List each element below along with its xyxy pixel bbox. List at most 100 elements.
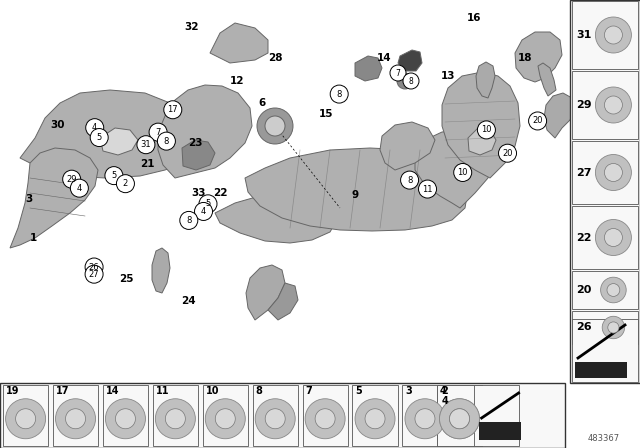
- Text: 1: 1: [29, 233, 37, 243]
- Text: 3: 3: [405, 386, 412, 396]
- Circle shape: [15, 409, 36, 429]
- Bar: [103, 385, 148, 446]
- Text: 4: 4: [440, 386, 447, 396]
- Polygon shape: [10, 148, 98, 248]
- Text: 15: 15: [319, 109, 333, 119]
- Circle shape: [149, 123, 167, 141]
- Circle shape: [365, 409, 385, 429]
- Text: 8: 8: [408, 77, 413, 86]
- Bar: [53, 385, 98, 446]
- Text: 2: 2: [442, 386, 448, 396]
- Bar: [353, 385, 397, 446]
- Text: 28: 28: [268, 53, 282, 63]
- Text: 26: 26: [576, 323, 591, 332]
- Text: 21: 21: [140, 159, 154, 168]
- Text: 7: 7: [396, 69, 401, 78]
- Circle shape: [477, 121, 495, 139]
- Text: 2: 2: [123, 179, 128, 188]
- Circle shape: [137, 136, 155, 154]
- Circle shape: [305, 399, 345, 439]
- Polygon shape: [215, 190, 338, 243]
- Text: 16: 16: [467, 13, 481, 23]
- Circle shape: [604, 96, 622, 114]
- Circle shape: [419, 180, 436, 198]
- Text: 483367: 483367: [588, 434, 620, 443]
- Text: 4: 4: [92, 123, 97, 132]
- Polygon shape: [246, 265, 285, 320]
- Text: 29: 29: [67, 175, 77, 184]
- Bar: [572, 206, 638, 269]
- Bar: [203, 385, 248, 446]
- Circle shape: [180, 211, 198, 229]
- Circle shape: [604, 228, 622, 246]
- Circle shape: [449, 409, 470, 429]
- Text: 11: 11: [156, 386, 169, 396]
- Circle shape: [608, 322, 619, 333]
- Text: 24: 24: [182, 296, 196, 306]
- Text: 5: 5: [111, 171, 116, 180]
- Text: 7: 7: [305, 386, 312, 396]
- Circle shape: [330, 85, 348, 103]
- Text: 8: 8: [255, 386, 262, 396]
- Text: 8: 8: [186, 216, 191, 225]
- Circle shape: [85, 265, 103, 283]
- Circle shape: [165, 409, 186, 429]
- Circle shape: [65, 409, 86, 429]
- Text: 11: 11: [422, 185, 433, 194]
- Circle shape: [440, 399, 479, 439]
- Text: 17: 17: [168, 105, 178, 114]
- Circle shape: [156, 399, 195, 439]
- Circle shape: [405, 399, 445, 439]
- Text: 8: 8: [164, 137, 169, 146]
- Circle shape: [499, 144, 516, 162]
- Text: 12: 12: [230, 76, 244, 86]
- Bar: [437, 385, 482, 446]
- Bar: [3, 385, 48, 446]
- Bar: [572, 271, 638, 309]
- Bar: [153, 385, 198, 446]
- Circle shape: [105, 167, 123, 185]
- Text: 27: 27: [89, 270, 99, 279]
- Bar: [479, 422, 520, 440]
- Polygon shape: [152, 248, 170, 293]
- Text: 19: 19: [6, 386, 19, 396]
- Circle shape: [397, 73, 413, 89]
- Circle shape: [106, 399, 145, 439]
- Text: 20: 20: [576, 285, 591, 295]
- Text: 4: 4: [201, 207, 206, 216]
- Circle shape: [70, 179, 88, 197]
- Polygon shape: [398, 50, 422, 71]
- Circle shape: [265, 116, 285, 136]
- Text: 6: 6: [259, 98, 266, 108]
- Circle shape: [607, 284, 620, 297]
- Bar: [437, 385, 482, 446]
- Bar: [575, 362, 627, 378]
- Text: 18: 18: [518, 53, 532, 63]
- Circle shape: [63, 170, 81, 188]
- Text: 32: 32: [185, 22, 199, 32]
- Polygon shape: [20, 90, 200, 178]
- Text: 10: 10: [458, 168, 468, 177]
- Circle shape: [602, 316, 625, 339]
- Polygon shape: [158, 85, 252, 178]
- Bar: [303, 385, 348, 446]
- Circle shape: [164, 101, 182, 119]
- Text: 9: 9: [351, 190, 359, 200]
- Text: 22: 22: [576, 233, 591, 242]
- Text: 8: 8: [407, 176, 412, 185]
- Polygon shape: [515, 32, 562, 82]
- Polygon shape: [544, 93, 575, 138]
- Polygon shape: [476, 62, 495, 98]
- Bar: [474, 385, 519, 446]
- Text: 20: 20: [502, 149, 513, 158]
- Circle shape: [604, 164, 622, 181]
- Circle shape: [595, 87, 632, 123]
- Bar: [253, 385, 298, 446]
- Polygon shape: [355, 56, 382, 81]
- Circle shape: [115, 409, 136, 429]
- Text: 13: 13: [441, 71, 455, 81]
- Circle shape: [604, 26, 622, 44]
- Bar: [572, 1, 638, 69]
- Circle shape: [449, 409, 470, 429]
- Circle shape: [205, 399, 245, 439]
